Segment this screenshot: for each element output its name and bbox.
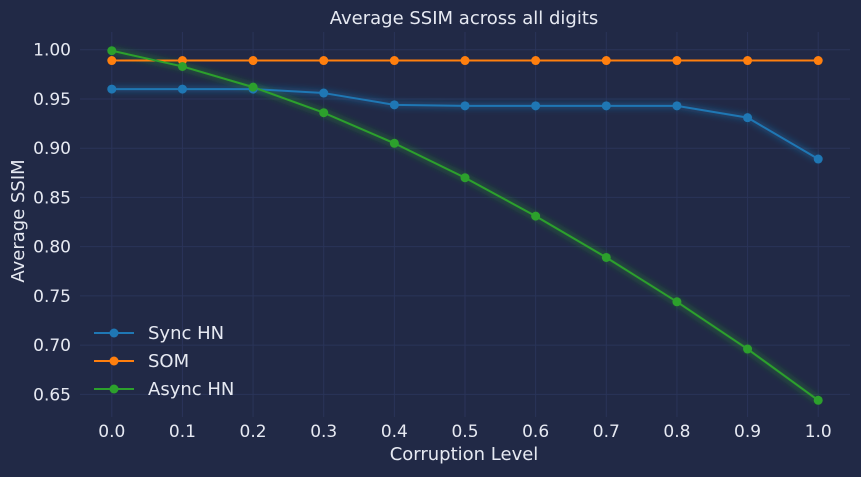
data-point-som <box>531 56 541 66</box>
data-point-sync-hn <box>601 101 611 111</box>
x-tick-label: 0.0 <box>98 422 125 442</box>
x-tick-label: 0.1 <box>169 422 196 442</box>
data-point-som <box>248 56 258 66</box>
data-point-async-hn <box>460 173 470 183</box>
data-point-sync-hn <box>177 84 187 94</box>
data-point-async-hn <box>672 297 682 307</box>
y-tick-label: 0.75 <box>33 287 71 307</box>
data-point-async-hn <box>248 82 258 92</box>
x-tick-label: 0.7 <box>593 422 620 442</box>
data-point-sync-hn <box>672 101 682 111</box>
legend-label-som: SOM <box>148 351 189 372</box>
data-point-som <box>672 56 682 66</box>
legend-label-async-hn: Async HN <box>148 379 234 400</box>
data-point-som <box>601 56 611 66</box>
chart-title: Average SSIM across all digits <box>330 8 599 29</box>
legend: Sync HN SOM Async HN <box>94 323 234 400</box>
grid-lines <box>80 32 850 417</box>
legend-marker-sync-hn <box>109 328 119 338</box>
y-axis-label: Average SSIM <box>8 159 29 282</box>
legend-label-sync-hn: Sync HN <box>148 323 224 344</box>
data-point-som <box>460 56 470 66</box>
y-axis-ticks: 0.65 0.70 0.75 0.80 0.85 0.90 0.95 1.00 <box>33 41 71 406</box>
data-point-async-hn <box>531 211 541 221</box>
data-point-som <box>813 56 823 66</box>
y-tick-label: 0.65 <box>33 385 71 405</box>
data-point-sync-hn <box>389 100 399 110</box>
data-point-sync-hn <box>813 154 823 164</box>
x-tick-label: 0.3 <box>310 422 337 442</box>
series-points <box>107 46 823 405</box>
x-axis-label: Corruption Level <box>390 444 539 465</box>
data-point-async-hn <box>107 46 117 56</box>
data-point-sync-hn <box>743 113 753 123</box>
data-point-async-hn <box>389 138 399 148</box>
legend-marker-async-hn <box>109 384 119 394</box>
data-point-som <box>107 56 117 66</box>
y-tick-label: 0.80 <box>33 238 71 258</box>
x-tick-label: 1.0 <box>805 422 832 442</box>
data-point-sync-hn <box>319 88 329 98</box>
x-tick-label: 0.4 <box>381 422 408 442</box>
data-point-sync-hn <box>531 101 541 111</box>
x-axis-ticks: 0.0 0.1 0.2 0.3 0.4 0.5 0.6 0.7 0.8 0.9 1.0 <box>98 422 831 442</box>
data-point-async-hn <box>177 61 187 71</box>
legend-marker-som <box>109 356 119 366</box>
data-point-async-hn <box>813 395 823 405</box>
x-tick-label: 0.2 <box>240 422 267 442</box>
data-point-som <box>319 56 329 66</box>
data-point-async-hn <box>601 252 611 262</box>
y-tick-label: 0.95 <box>33 90 71 110</box>
x-tick-label: 0.5 <box>451 422 478 442</box>
data-point-som <box>389 56 399 66</box>
y-tick-label: 1.00 <box>33 41 71 61</box>
data-point-async-hn <box>743 344 753 354</box>
data-point-async-hn <box>319 108 329 118</box>
data-point-sync-hn <box>107 84 117 94</box>
x-tick-label: 0.6 <box>522 422 549 442</box>
x-tick-label: 0.8 <box>663 422 690 442</box>
y-tick-label: 0.85 <box>33 188 71 208</box>
data-point-sync-hn <box>460 101 470 111</box>
y-tick-label: 0.70 <box>33 336 71 356</box>
y-tick-label: 0.90 <box>33 139 71 159</box>
data-point-som <box>743 56 753 66</box>
x-tick-label: 0.9 <box>734 422 761 442</box>
